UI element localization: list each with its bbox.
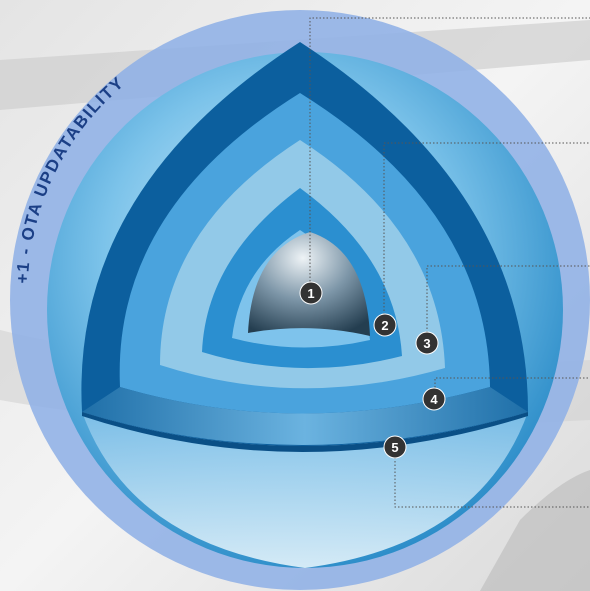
marker-2-label: 2 — [381, 318, 388, 333]
marker-5: 5 — [383, 435, 407, 459]
marker-4: 4 — [422, 387, 446, 411]
bottom-face-dark — [82, 412, 528, 452]
marker-5-badge — [383, 435, 407, 459]
marker-2-badge — [373, 313, 397, 337]
marker-4-badge — [422, 387, 446, 411]
marker-5-label: 5 — [391, 440, 398, 455]
bottom-face — [82, 387, 528, 445]
sphere-bottom — [82, 412, 528, 568]
marker-3-badge — [415, 331, 439, 355]
marker-3-label: 3 — [423, 336, 430, 351]
leader-line-3 — [426, 265, 590, 343]
marker-1-label: 1 — [307, 286, 314, 301]
leader-line-4 — [434, 377, 590, 398]
marker-2: 2 — [373, 313, 397, 337]
marker-1: 1 — [299, 281, 323, 305]
leader-lines — [309, 17, 590, 508]
marker-4-label: 4 — [430, 392, 438, 407]
leader-line-2 — [383, 142, 590, 325]
leader-line-5 — [394, 447, 590, 508]
background-shape — [480, 470, 590, 591]
marker-3: 3 — [415, 331, 439, 355]
marker-1-badge — [299, 281, 323, 305]
leader-line-1 — [309, 17, 590, 292]
